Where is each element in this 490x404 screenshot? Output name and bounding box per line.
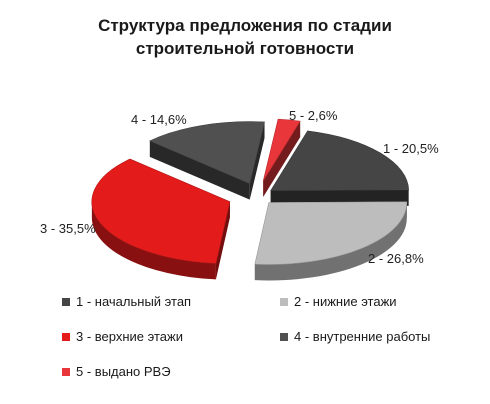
pie-slice-side-2 xyxy=(254,202,407,281)
data-label-4: 4 - 14,6% xyxy=(131,112,187,127)
data-label-1: 1 - 20,5% xyxy=(383,141,439,156)
pie-slice-3 xyxy=(91,158,231,280)
pie-slice-side-3 xyxy=(91,201,216,280)
legend-item-3: 3 - верхние этажи xyxy=(62,329,183,344)
pie-slice-top-4 xyxy=(149,121,265,185)
chart-legend: 1 - начальный этап 2 - нижние этажи 3 - … xyxy=(0,280,490,400)
legend-swatch-4 xyxy=(280,332,288,341)
pie-slice-top-2 xyxy=(254,201,408,265)
legend-label-4: 4 - внутренние работы xyxy=(294,329,431,344)
pie-slice-top-5 xyxy=(262,118,301,182)
pie-slice-top-1 xyxy=(270,130,409,191)
legend-item-5: 5 - выдано РВЭ xyxy=(62,364,171,379)
legend-swatch-2 xyxy=(280,297,288,306)
pie-slice-face-5-1 xyxy=(263,121,301,197)
pie-slice-face-4-0 xyxy=(149,140,250,200)
pie-slice-face-4-1 xyxy=(249,121,265,200)
legend-label-5: 5 - выдано РВЭ xyxy=(76,364,171,379)
legend-swatch-1 xyxy=(62,297,70,306)
pie-slice-top-3 xyxy=(91,158,231,264)
legend-item-2: 2 - нижние этажи xyxy=(280,294,397,309)
pie-slice-2 xyxy=(254,201,408,281)
legend-item-4: 4 - внутренние работы xyxy=(280,329,430,344)
data-label-3: 3 - 35,5% xyxy=(40,221,96,236)
pie-slice-5 xyxy=(262,118,301,197)
legend-label-3: 3 - верхние этажи xyxy=(76,329,183,344)
data-label-5: 5 - 2,6% xyxy=(289,108,338,123)
pie-slice-face-3-0 xyxy=(215,201,230,280)
legend-label-1: 1 - начальный этап xyxy=(76,294,192,309)
legend-label-2: 2 - нижние этажи xyxy=(294,294,397,309)
chart-title-line-2: строительной готовности xyxy=(135,39,355,58)
legend-item-1: 1 - начальный этап xyxy=(62,294,191,309)
chart-title: Структура предложения по стадии строител… xyxy=(0,14,490,60)
legend-swatch-5 xyxy=(62,367,70,376)
data-label-2: 2 - 26,8% xyxy=(368,251,424,266)
pie-slice-4 xyxy=(149,121,265,200)
legend-swatch-3 xyxy=(62,332,70,341)
chart-title-line-1: Структура предложения по стадии xyxy=(98,16,392,35)
